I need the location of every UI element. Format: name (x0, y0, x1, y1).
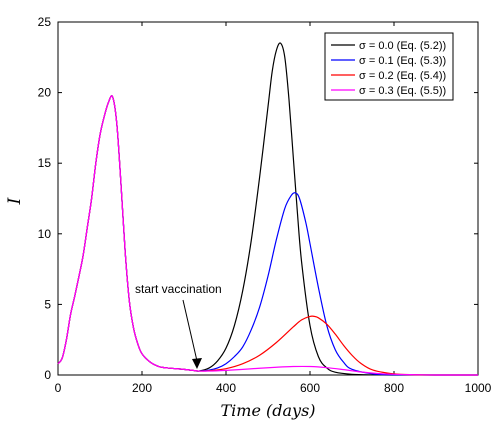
legend-entry-label: σ = 0.1 (Eq. (5.3)) (359, 55, 446, 67)
y-axis-label: I (5, 197, 25, 205)
annotation-label: start vaccination (135, 282, 222, 296)
x-tick-label: 1000 (465, 381, 492, 395)
legend: σ = 0.0 (Eq. (5.2)) σ = 0.1 (Eq. (5.3)) σ … (324, 32, 454, 101)
y-tick-label: 0 (44, 368, 51, 382)
vaccination-annotation: start vaccination (135, 282, 222, 369)
annotation-arrow-head (192, 358, 202, 369)
legend-entry-label: σ = 0.2 (Eq. (5.4)) (359, 70, 446, 82)
y-tick-label: 20 (38, 86, 52, 100)
x-tick-label: 600 (300, 381, 320, 395)
y-tick-label: 25 (38, 15, 52, 29)
series-lines (57, 42, 479, 376)
legend-entry-label: σ = 0.3 (Eq. (5.5)) (359, 85, 446, 97)
y-tick-label: 10 (38, 227, 52, 241)
y-axis-ticks: 0 5 10 15 20 25 (38, 15, 478, 382)
legend-box (324, 32, 454, 101)
x-axis-label: Time (days) (220, 401, 315, 420)
series-line-3 (57, 95, 479, 376)
y-tick-label: 15 (38, 156, 52, 170)
annotation-arrow-line (182, 299, 198, 362)
x-tick-label: 800 (384, 381, 404, 395)
x-tick-label: 0 (55, 381, 62, 395)
x-tick-label: 200 (132, 381, 152, 395)
y-tick-label: 5 (44, 297, 51, 311)
x-tick-label: 400 (216, 381, 236, 395)
x-axis-ticks: 0 200 400 600 800 1000 (55, 22, 492, 395)
legend-entry-label: σ = 0.0 (Eq. (5.2)) (359, 40, 446, 52)
